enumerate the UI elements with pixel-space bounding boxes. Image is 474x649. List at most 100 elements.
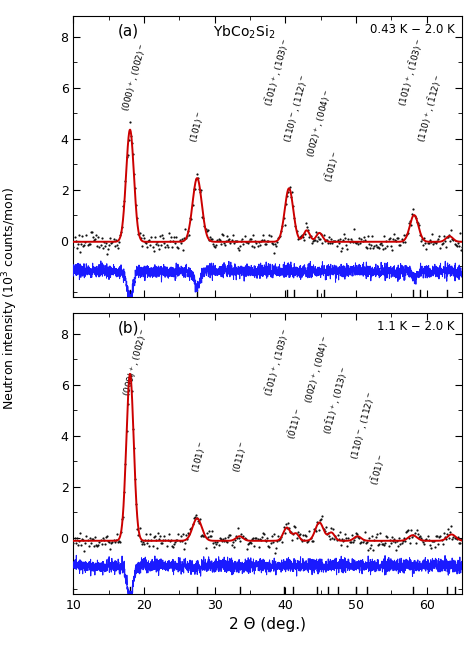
Point — [378, 539, 386, 549]
Point — [398, 538, 405, 548]
Point — [100, 535, 108, 545]
Point — [202, 224, 210, 234]
Point — [367, 539, 375, 550]
Point — [247, 537, 255, 548]
Point — [347, 537, 355, 547]
Point — [362, 242, 370, 252]
Point — [104, 244, 112, 254]
Point — [146, 234, 153, 245]
Point — [328, 234, 335, 245]
Point — [368, 531, 376, 541]
Point — [227, 530, 234, 540]
Point — [405, 533, 413, 543]
Point — [426, 539, 433, 550]
Point — [424, 238, 431, 249]
Point — [112, 236, 119, 246]
Point — [77, 238, 85, 249]
Point — [88, 534, 96, 545]
Point — [386, 535, 393, 545]
Point — [146, 541, 153, 551]
Point — [419, 537, 427, 547]
Point — [107, 232, 114, 243]
Point — [458, 241, 466, 252]
Point — [454, 238, 462, 249]
Point — [324, 528, 332, 538]
Point — [288, 186, 296, 197]
Point — [176, 535, 183, 546]
Point — [211, 537, 219, 547]
Point — [178, 234, 185, 244]
Point — [195, 518, 203, 528]
Point — [254, 241, 261, 252]
Point — [339, 235, 347, 245]
Point — [118, 514, 126, 524]
Point — [183, 534, 191, 545]
Point — [362, 538, 370, 548]
Point — [314, 517, 322, 528]
Point — [389, 536, 397, 546]
Point — [283, 191, 291, 201]
Point — [361, 526, 368, 537]
Text: ($\bar{0}$11)$^-$: ($\bar{0}$11)$^-$ — [285, 406, 307, 441]
Point — [312, 227, 320, 238]
Point — [192, 510, 200, 520]
Point — [113, 529, 120, 539]
Point — [124, 149, 131, 160]
Point — [185, 529, 193, 539]
Text: ($\bar{1}$01)$^-$: ($\bar{1}$01)$^-$ — [367, 452, 389, 487]
Text: (000)$^+$, (002)$^-$: (000)$^+$, (002)$^-$ — [120, 42, 150, 113]
Point — [420, 539, 428, 549]
Point — [452, 532, 459, 543]
Point — [355, 239, 362, 249]
Point — [455, 538, 463, 548]
Point — [370, 545, 377, 555]
Point — [393, 233, 401, 243]
Point — [457, 534, 465, 545]
Point — [281, 219, 288, 230]
Point — [291, 212, 298, 223]
Point — [264, 533, 271, 543]
Point — [73, 533, 81, 543]
Point — [105, 537, 113, 547]
Point — [182, 233, 190, 243]
Point — [92, 230, 100, 241]
Point — [381, 540, 388, 550]
Point — [432, 531, 440, 541]
Point — [305, 225, 312, 236]
Point — [118, 227, 125, 238]
Point — [146, 529, 154, 539]
Point — [399, 535, 406, 546]
Point — [398, 234, 405, 244]
Point — [294, 234, 301, 244]
Point — [147, 232, 155, 242]
Point — [297, 231, 305, 241]
Point — [95, 232, 102, 242]
Point — [454, 532, 462, 543]
Point — [170, 539, 178, 549]
Point — [442, 534, 450, 545]
Point — [455, 241, 463, 251]
Point — [322, 521, 329, 532]
Point — [428, 536, 436, 546]
Point — [349, 536, 356, 546]
Point — [70, 241, 77, 252]
Text: Neutron intensity (10$^3$ counts/mon): Neutron intensity (10$^3$ counts/mon) — [0, 187, 20, 410]
Point — [405, 218, 413, 228]
Point — [109, 537, 116, 547]
Point — [256, 533, 264, 544]
Point — [82, 230, 90, 241]
Text: (110)$^+$, ($\bar{1}$12)$^-$: (110)$^+$, ($\bar{1}$12)$^-$ — [415, 72, 447, 143]
Point — [346, 537, 353, 548]
Point — [173, 535, 181, 545]
Point — [328, 523, 335, 533]
Point — [417, 236, 425, 246]
Point — [359, 537, 366, 547]
Point — [424, 531, 431, 541]
Point — [263, 238, 270, 249]
Point — [84, 535, 91, 545]
Point — [328, 533, 336, 543]
Point — [440, 231, 447, 241]
Point — [261, 239, 269, 250]
Point — [403, 228, 411, 239]
Point — [375, 243, 383, 254]
